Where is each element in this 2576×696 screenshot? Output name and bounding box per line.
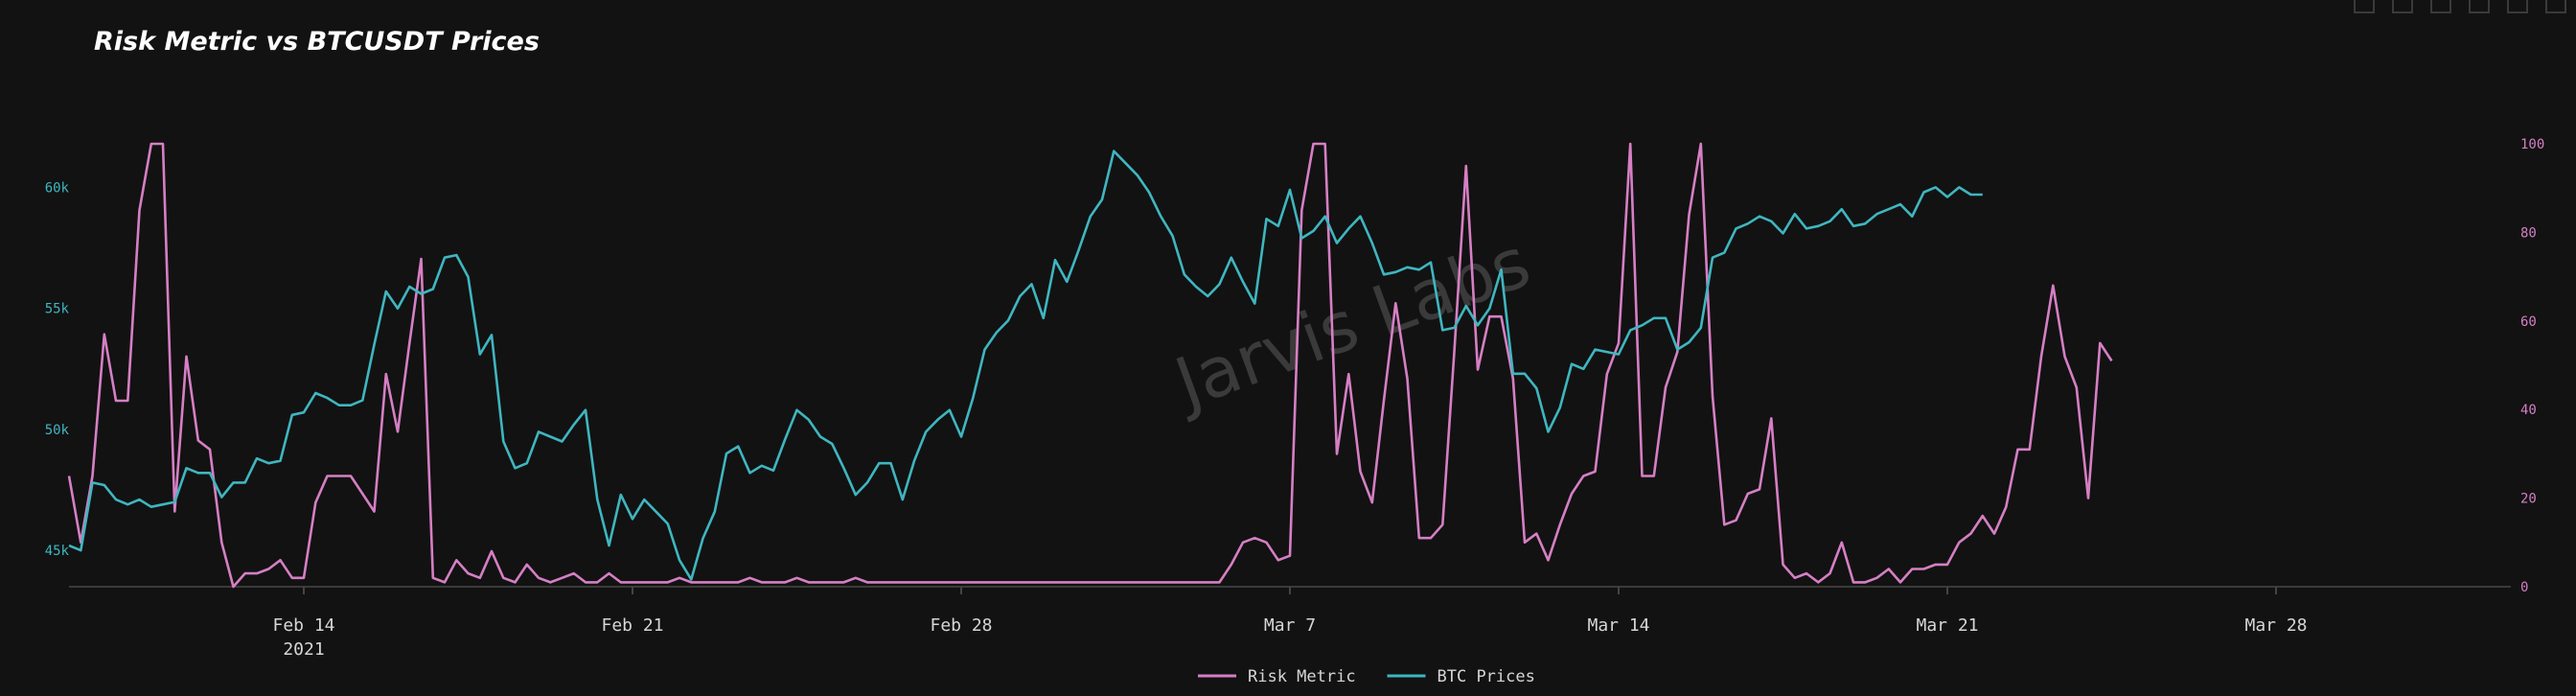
legend-label-risk-metric: Risk Metric — [1248, 667, 1356, 686]
x-tick-label: Mar 21 — [1916, 615, 1978, 636]
y-right-tick-label: 80 — [2520, 225, 2537, 241]
x-tick-sublabel: 2021 — [283, 639, 324, 660]
chart-title: Risk Metric vs BTCUSDT Prices — [94, 27, 540, 57]
x-tick-label: Mar 14 — [1587, 615, 1649, 636]
x-tick-label: Feb 21 — [601, 615, 663, 636]
x-tick-label: Feb 14 — [272, 615, 334, 636]
risk-metric-line — [67, 142, 2113, 589]
btc-prices-line — [68, 150, 1983, 581]
y-left-tick-label: 60k — [45, 180, 70, 196]
zoom-in-icon[interactable] — [2469, 0, 2490, 13]
legend-label-btc-prices: BTC Prices — [1438, 667, 1535, 686]
y-right-tick-label: 60 — [2520, 314, 2537, 330]
y-left-tick-label: 45k — [45, 544, 70, 559]
zoom-icon[interactable] — [2392, 0, 2413, 13]
x-tick-label: Mar 7 — [1264, 615, 1316, 636]
y-right-tick-label: 100 — [2520, 137, 2544, 152]
pan-icon[interactable] — [2430, 0, 2451, 13]
x-tick-label: Mar 28 — [2244, 615, 2307, 636]
y-right-tick-label: 0 — [2520, 580, 2528, 595]
zoom-out-icon[interactable] — [2507, 0, 2528, 13]
camera-icon[interactable] — [2354, 0, 2375, 13]
reset-axes-icon[interactable] — [2545, 0, 2566, 13]
x-tick-label: Feb 28 — [930, 615, 992, 636]
y-left-tick-label: 55k — [45, 302, 70, 317]
y-right-tick-label: 20 — [2520, 492, 2537, 507]
chart-toolbar — [2354, 0, 2566, 13]
y-right-tick-label: 40 — [2520, 403, 2537, 418]
y-left-tick-label: 50k — [45, 423, 70, 438]
